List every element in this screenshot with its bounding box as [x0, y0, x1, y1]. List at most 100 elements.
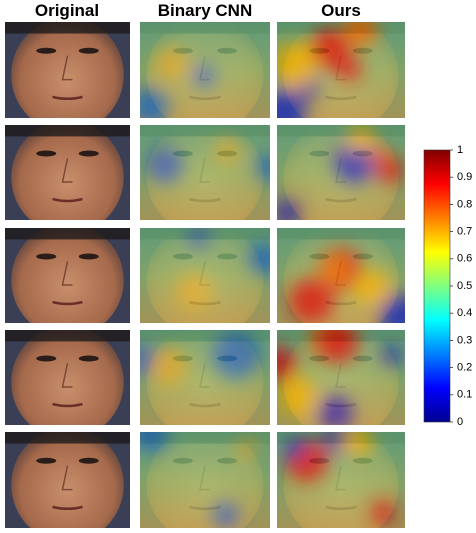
heat-blob: [277, 41, 316, 89]
heat-blob: [174, 273, 213, 312]
image-cell: [140, 228, 270, 323]
eye: [78, 253, 99, 260]
colorbar-tick-label: 0.7: [457, 226, 472, 238]
heat-blobs: [277, 125, 404, 220]
nose: [61, 363, 73, 388]
eye: [78, 47, 99, 54]
hair: [5, 228, 130, 240]
colorbar: [423, 149, 451, 423]
heat-blob: [333, 142, 375, 184]
heat-blob: [378, 294, 405, 323]
eye: [78, 355, 99, 362]
hair: [5, 125, 130, 137]
heat-blobs: [146, 139, 270, 183]
heat-blob: [371, 500, 396, 525]
nose: [61, 55, 73, 81]
image-cell: [277, 330, 405, 425]
hair: [5, 22, 130, 34]
eye: [36, 150, 57, 157]
nose: [61, 465, 73, 491]
heat-blob: [277, 88, 307, 118]
heat-blobs: [140, 47, 216, 118]
image-cell: [140, 125, 270, 220]
heat-blob: [354, 271, 391, 307]
image-cell: [5, 228, 130, 323]
colorbar-tick-label: 1: [457, 144, 463, 156]
heatmap: [140, 432, 270, 528]
heat-blob: [146, 147, 183, 183]
nose: [61, 261, 73, 286]
face: [11, 228, 124, 323]
heat-blob: [187, 228, 210, 248]
column-header: Ours: [321, 1, 361, 20]
heat-blobs: [140, 331, 260, 387]
heatmap: [140, 330, 270, 425]
image-cell: [277, 228, 405, 323]
heat-blobs: [140, 432, 259, 528]
hair: [5, 330, 130, 342]
heat-blob: [277, 345, 297, 383]
image-cell: [5, 330, 130, 425]
eye: [78, 457, 99, 464]
heat-blob: [154, 47, 189, 82]
heat-blobs: [289, 247, 405, 323]
colorbar-tick-label: 0.5: [457, 280, 472, 292]
nose: [61, 158, 73, 183]
eye: [36, 457, 57, 464]
mouth: [52, 505, 83, 511]
face: [11, 125, 124, 220]
heat-blob: [344, 22, 379, 47]
eye: [36, 253, 57, 260]
heatmap: [140, 22, 270, 118]
colorbar-tick-label: 0: [457, 416, 463, 428]
heat-blob: [277, 377, 317, 417]
heat-blob: [248, 242, 270, 275]
heatmap: [140, 125, 270, 220]
image-grid: [5, 22, 405, 528]
heat-blob: [212, 331, 260, 379]
image-cell: [140, 22, 270, 118]
heatmap: [277, 330, 405, 425]
image-cell: [140, 330, 270, 425]
heatmap: [277, 22, 405, 118]
heat-blob: [315, 330, 359, 363]
mouth: [52, 95, 83, 101]
heat-blob: [284, 437, 305, 458]
face: [11, 330, 124, 425]
heat-blob: [341, 432, 373, 456]
heat-blob: [212, 502, 240, 528]
heat-blob: [308, 28, 351, 71]
heatmap: [140, 228, 270, 323]
mouth: [52, 402, 83, 408]
heat-blob: [140, 88, 169, 118]
column-header: Binary CNN: [158, 1, 252, 20]
image-cell: [5, 22, 130, 118]
colorbar-ticks: 1 0.9 0.8 0.7 0.6 0.5 0.4 0.3 0.2 0.1 0: [450, 144, 472, 428]
heat-blob: [381, 344, 403, 366]
heat-blob: [336, 56, 362, 82]
heat-blobs: [277, 330, 403, 425]
heat-blob: [277, 199, 301, 220]
column-header: Original: [35, 1, 99, 20]
heat-blobs: [284, 432, 396, 525]
image-cell: [277, 22, 405, 118]
colorbar-tick-label: 0.8: [457, 198, 472, 210]
image-cell: [140, 432, 270, 528]
eye: [78, 150, 99, 157]
heat-blob: [320, 256, 349, 284]
mouth: [52, 300, 83, 306]
heat-blob: [140, 432, 169, 452]
colorbar-tick-label: 0.3: [457, 334, 472, 346]
heat-blob: [192, 64, 216, 88]
image-cell: [5, 432, 130, 528]
heat-blob: [289, 278, 334, 323]
eye: [36, 355, 57, 362]
heatmap: [277, 125, 405, 220]
colorbar-tick-label: 0.1: [457, 389, 472, 401]
heat-blob: [148, 347, 188, 387]
hair: [5, 432, 130, 444]
heat-blob: [254, 154, 270, 181]
heat-blob: [347, 125, 374, 152]
mouth: [52, 197, 83, 203]
